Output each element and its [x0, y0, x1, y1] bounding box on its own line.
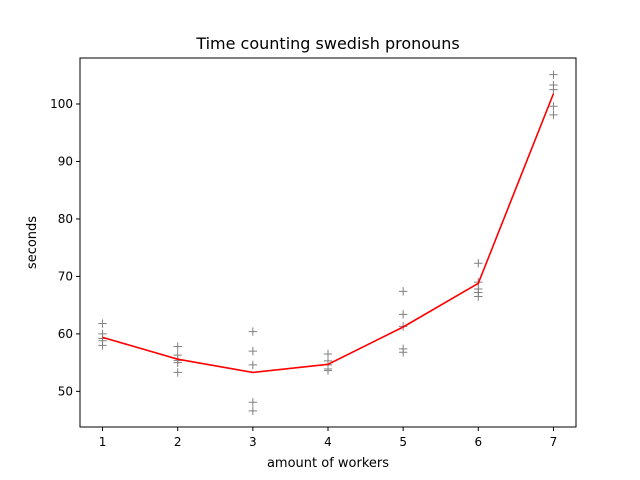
- y-tick-label: 80: [58, 212, 73, 226]
- y-tick-label: 60: [58, 327, 73, 341]
- y-tick-label: 70: [58, 269, 73, 283]
- x-tick-label: 5: [399, 435, 407, 449]
- sample-point: [549, 110, 558, 120]
- x-tick-label: 7: [550, 435, 558, 449]
- x-tick-label: 2: [174, 435, 182, 449]
- x-axis: 1 2 3 4 5 6 7: [99, 427, 558, 449]
- sample-point: [98, 319, 107, 328]
- y-axis-label: seconds: [25, 216, 40, 269]
- mean-line: [102, 93, 555, 374]
- sample-point: [248, 360, 258, 370]
- x-tick-label: 3: [249, 435, 257, 449]
- sample-point: [323, 366, 333, 375]
- sample-point: [248, 406, 258, 416]
- sample-point: [248, 398, 258, 407]
- sample-point: [474, 292, 483, 301]
- sample-point: [474, 258, 483, 268]
- sample-point: [173, 342, 182, 351]
- y-tick-label: 90: [58, 154, 73, 168]
- sample-point: [398, 310, 408, 319]
- sample-point: [549, 70, 558, 79]
- x-tick-label: 4: [324, 435, 332, 449]
- sample-point: [549, 102, 558, 111]
- x-tick-label: 6: [474, 435, 482, 449]
- sample-point: [98, 341, 107, 350]
- y-axis: 50 60 70 80 90 100: [50, 97, 80, 398]
- x-axis-label: amount of workers: [267, 456, 389, 471]
- sample-point: [248, 327, 258, 336]
- x-tick-label: 1: [99, 435, 107, 449]
- sample-point: [248, 346, 258, 356]
- sample-point: [398, 348, 408, 357]
- y-tick-label: 50: [58, 384, 73, 398]
- sample-point: [549, 85, 558, 94]
- chart-title: Time counting swedish pronouns: [195, 34, 459, 53]
- sample-point: [173, 368, 182, 377]
- sample-point: [398, 287, 408, 296]
- plot-area: [98, 70, 558, 416]
- y-tick-label: 100: [50, 97, 73, 111]
